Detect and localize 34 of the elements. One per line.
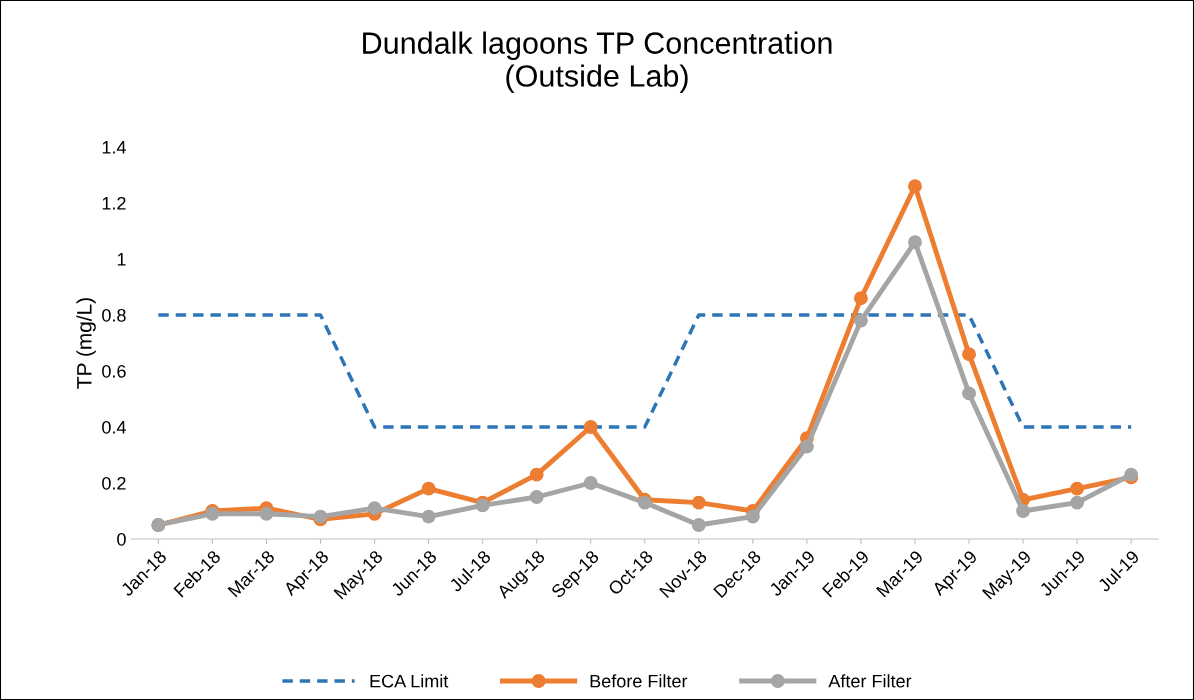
point bbox=[799, 439, 814, 454]
legend-label: After Filter bbox=[828, 674, 912, 688]
legend-label: ECA Limit bbox=[370, 674, 449, 688]
y-tick-label: 0.2 bbox=[102, 476, 126, 490]
point bbox=[421, 509, 436, 524]
chart-title: Dundalk lagoons TP Concentration (Outside Lab) bbox=[363, 31, 832, 93]
point bbox=[691, 495, 706, 510]
y-tick-label: 1.2 bbox=[102, 196, 126, 210]
y-tick-label: 0 bbox=[117, 532, 126, 546]
point bbox=[583, 476, 598, 490]
point bbox=[962, 386, 976, 401]
point bbox=[529, 490, 544, 504]
y-tick-label: 0.6 bbox=[102, 364, 126, 378]
y-tick-label: 0.8 bbox=[102, 308, 126, 322]
y-tick-label: 1.4 bbox=[102, 141, 126, 154]
point bbox=[1016, 504, 1031, 518]
y-tick-label: 1 bbox=[117, 253, 126, 266]
y-axis-title: TP (mg/L) bbox=[76, 298, 96, 389]
point bbox=[908, 179, 922, 194]
point bbox=[853, 291, 868, 306]
point bbox=[691, 518, 706, 532]
point bbox=[259, 506, 274, 521]
point bbox=[745, 509, 760, 524]
point bbox=[853, 313, 868, 328]
point bbox=[908, 235, 922, 250]
point bbox=[1070, 495, 1085, 510]
point bbox=[1070, 481, 1085, 496]
point bbox=[421, 481, 436, 496]
legend-label: Before Filter bbox=[590, 674, 688, 688]
point bbox=[583, 420, 598, 434]
point bbox=[367, 501, 382, 516]
point bbox=[529, 467, 544, 482]
y-tick-label: 0.4 bbox=[102, 420, 126, 434]
point bbox=[962, 347, 976, 362]
